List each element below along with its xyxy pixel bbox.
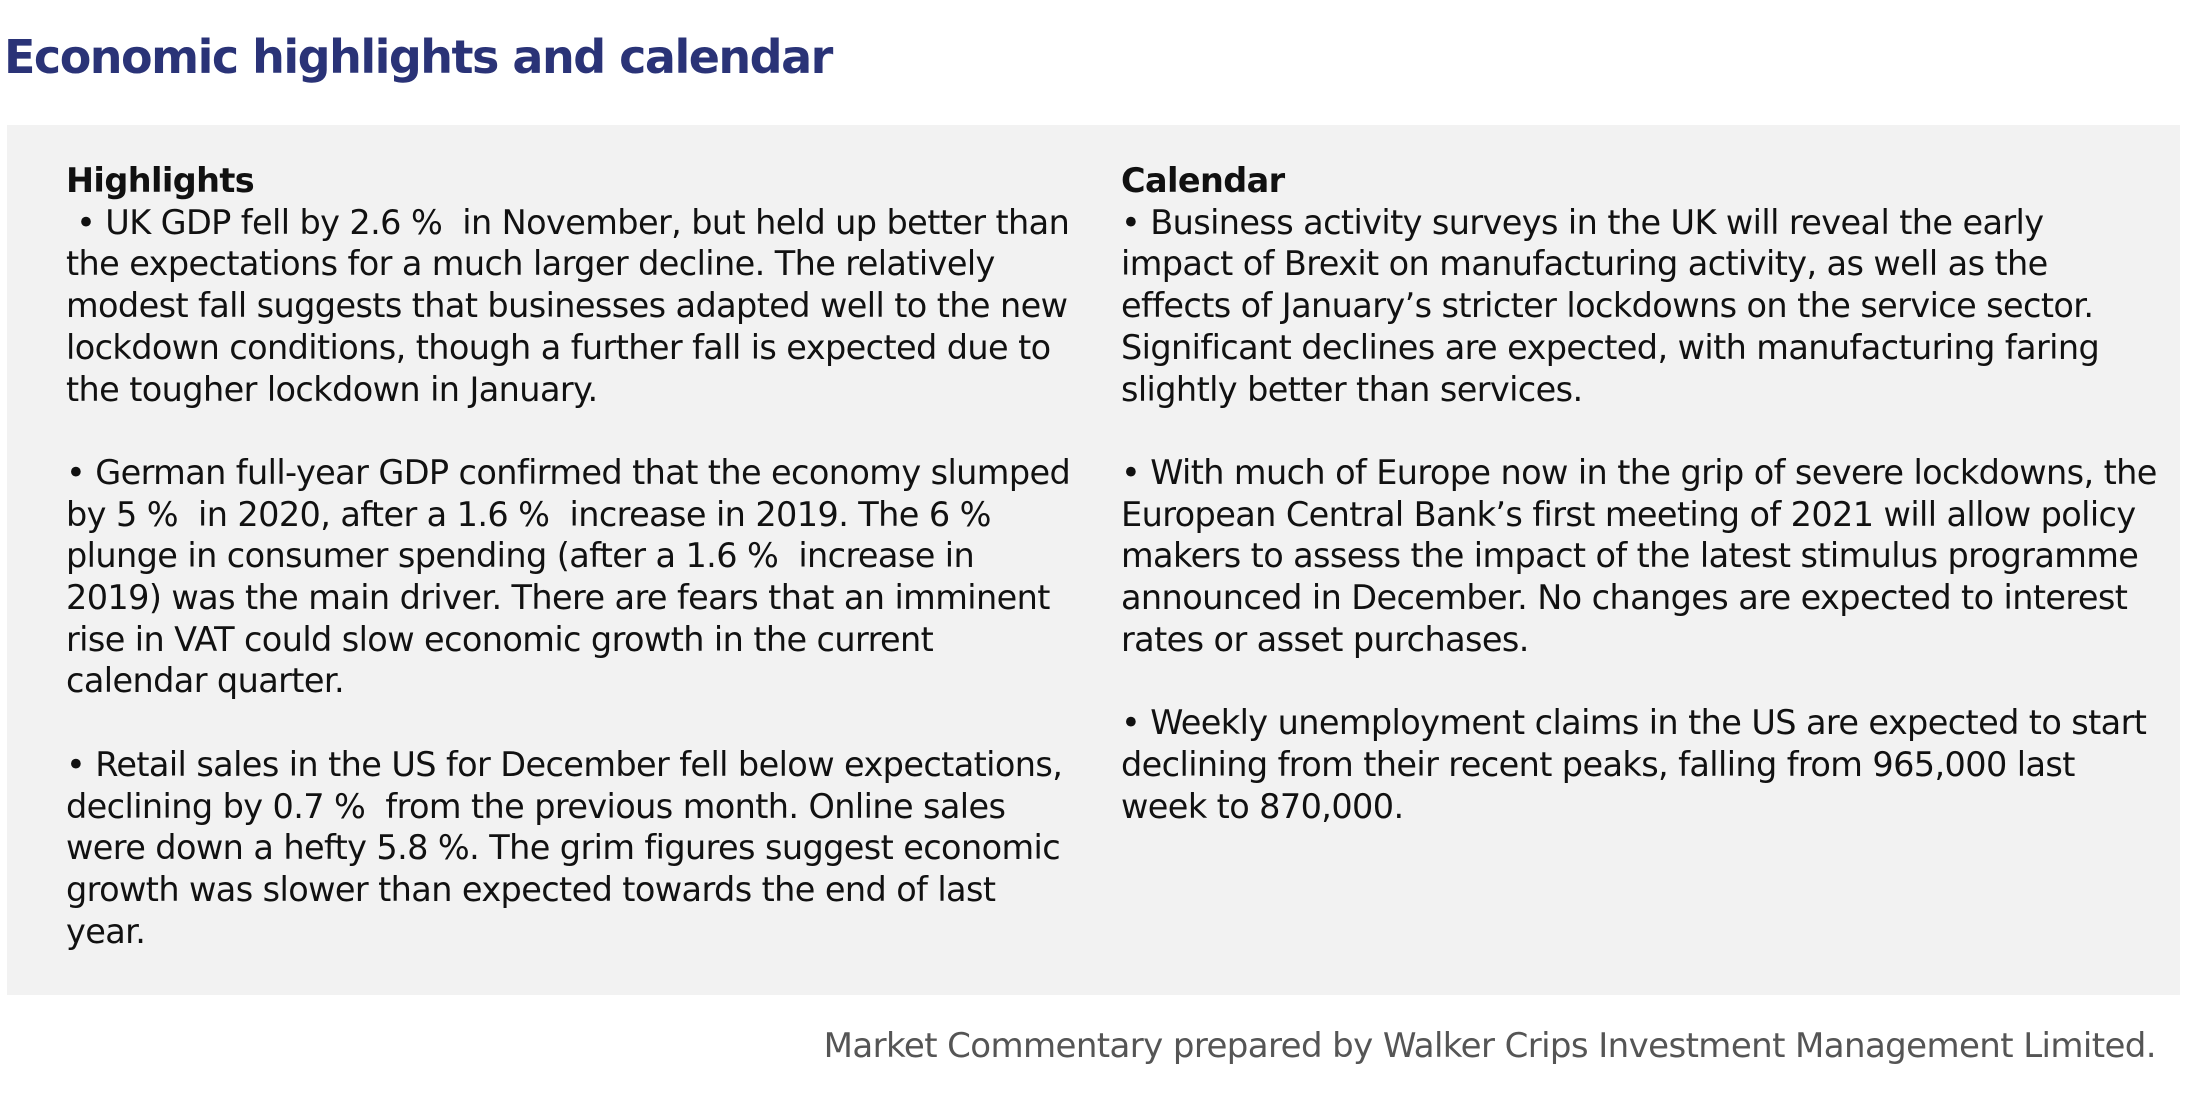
highlight-item: • Retail sales in the US for December fe… [66,744,1073,951]
highlight-item: • German full-year GDP confirmed that th… [66,452,1081,701]
calendar-column: Calendar • Business activity surveys in … [1121,160,2161,827]
highlight-item: • UK GDP fell by 2.6 % in November, but … [66,202,1080,409]
highlights-column: Highlights • UK GDP fell by 2.6 % in Nov… [66,160,1076,952]
highlights-heading: Highlights [66,161,255,200]
calendar-item: • With much of Europe now in the grip of… [1121,452,2167,659]
footer-credit: Market Commentary prepared by Walker Cri… [823,1026,2157,1066]
calendar-heading: Calendar [1121,161,1285,200]
calendar-item: • Weekly unemployment claims in the US a… [1121,703,2157,826]
content-panel: Highlights • UK GDP fell by 2.6 % in Nov… [7,125,2180,995]
page-title: Economic highlights and calendar [4,30,833,84]
calendar-item: • Business activity surveys in the UK wi… [1121,202,2110,409]
